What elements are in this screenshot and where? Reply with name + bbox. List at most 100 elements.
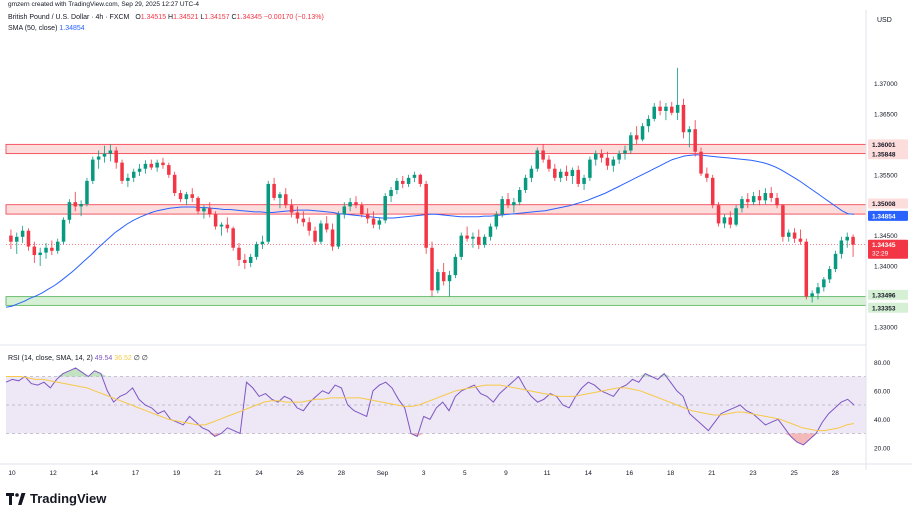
ohlc-l-label: L — [200, 14, 205, 21]
candle-body — [406, 177, 411, 184]
candle-body — [237, 247, 241, 260]
candle-body — [804, 241, 809, 297]
candle-body — [401, 180, 405, 184]
symbol-title[interactable]: British Pound / U.S. Dollar · 4h · FXCM — [8, 14, 130, 21]
rsi-oversold-fill — [803, 433, 810, 445]
candle-body — [822, 279, 826, 288]
time-tick-label: 21 — [214, 470, 222, 477]
candle-body — [114, 150, 118, 163]
candle-body — [576, 169, 580, 184]
rsi-legend[interactable]: RSI (14, close, SMA, 14, 2) 49.54 36.52 … — [8, 354, 148, 363]
candle-body — [447, 275, 452, 282]
candle-body — [617, 153, 621, 160]
badge-sup-bot: 1.33353 — [872, 305, 896, 312]
badge-countdown: 32:29 — [872, 251, 889, 258]
candle-body — [196, 197, 200, 212]
candle-body — [558, 171, 563, 178]
candle-body — [143, 163, 148, 169]
candle-body — [593, 153, 598, 160]
candle-body — [716, 205, 721, 224]
badge-last-bg — [868, 239, 908, 259]
candle-body — [757, 196, 762, 201]
candle-body — [810, 293, 814, 297]
candle-body — [751, 196, 756, 203]
time-tick-label: 12 — [50, 470, 58, 477]
candle-body — [73, 202, 78, 207]
candle-body — [786, 232, 791, 237]
candle-body — [775, 197, 779, 206]
price-tick-label: 1.37000 — [874, 81, 898, 88]
time-tick-label: 16 — [626, 470, 634, 477]
candle-body — [412, 174, 417, 178]
candle-body — [225, 224, 230, 229]
badge-res-top-bg — [868, 139, 908, 150]
rsi-oversold-fill — [797, 433, 804, 445]
candle-body — [278, 194, 282, 198]
candle-body — [38, 252, 42, 256]
candle-body — [79, 203, 83, 207]
candle-body — [781, 205, 785, 237]
candle-body — [658, 106, 662, 111]
candle-body — [494, 214, 499, 227]
sma-legend[interactable]: SMA (50, close) 1.34854 — [8, 24, 85, 33]
candle-body — [155, 162, 159, 168]
ohlc-h-value: 1.34521 — [173, 14, 199, 21]
candle-body — [710, 177, 715, 206]
candle-body — [383, 196, 387, 221]
badge-res-bot-bg — [868, 149, 908, 160]
time-tick-label: 19 — [173, 470, 181, 477]
time-tick-label: 28 — [338, 470, 346, 477]
candle-body — [330, 229, 335, 247]
time-tick-label: 21 — [708, 470, 716, 477]
candle-body — [108, 150, 113, 154]
candle-body — [67, 202, 72, 220]
candle-body — [365, 214, 370, 219]
candle-body — [681, 104, 686, 133]
currency-label[interactable]: USD — [877, 17, 892, 24]
candle-body — [523, 177, 528, 190]
candle-body — [313, 230, 317, 242]
candle-body — [792, 232, 797, 239]
candle-body — [254, 244, 259, 257]
candle-body — [272, 183, 276, 198]
rsi-ma-line — [6, 376, 855, 432]
candle-body — [734, 208, 738, 225]
candle-body — [746, 199, 750, 203]
candle-body — [605, 157, 610, 166]
candle-body — [693, 129, 697, 152]
candle-body — [547, 159, 551, 169]
candle-body — [827, 269, 832, 280]
ohlc-change: −0.00170 (−0.13%) — [263, 14, 324, 21]
candle-body — [839, 240, 844, 254]
candle-body — [459, 235, 463, 257]
candle-body — [324, 223, 329, 230]
candle-body — [208, 208, 212, 215]
rsi-overbought-fill — [657, 373, 665, 377]
tradingview-logo[interactable]: TradingView — [6, 491, 106, 506]
badge-last: 1.34345 — [872, 242, 896, 249]
candle-body — [167, 165, 171, 175]
time-tick-label: 26 — [297, 470, 305, 477]
ohlc-o-label: O — [135, 14, 141, 21]
rsi-oversold-fill — [417, 433, 424, 437]
ohlc-l-value: 1.34157 — [204, 14, 230, 21]
candle-body — [96, 156, 101, 160]
rsi-legend-extra2: ∅ — [141, 355, 148, 362]
candle-body — [377, 220, 382, 225]
candle-body — [652, 106, 656, 119]
candle-body — [588, 159, 592, 178]
candle-body — [553, 168, 557, 178]
candle-body — [55, 241, 60, 251]
rsi-overbought-fill — [62, 370, 70, 377]
sma-layer — [5, 154, 866, 308]
candle-body — [705, 173, 709, 178]
ohlc-h-label: H — [168, 14, 174, 21]
candle-body — [687, 129, 692, 133]
candle-body — [161, 162, 165, 166]
rsi-tick-label: 80.00 — [874, 360, 891, 367]
candle-body — [149, 163, 154, 168]
candle-body — [360, 205, 364, 215]
price-tick-label: 1.34500 — [874, 233, 898, 240]
candle-body — [728, 217, 733, 225]
